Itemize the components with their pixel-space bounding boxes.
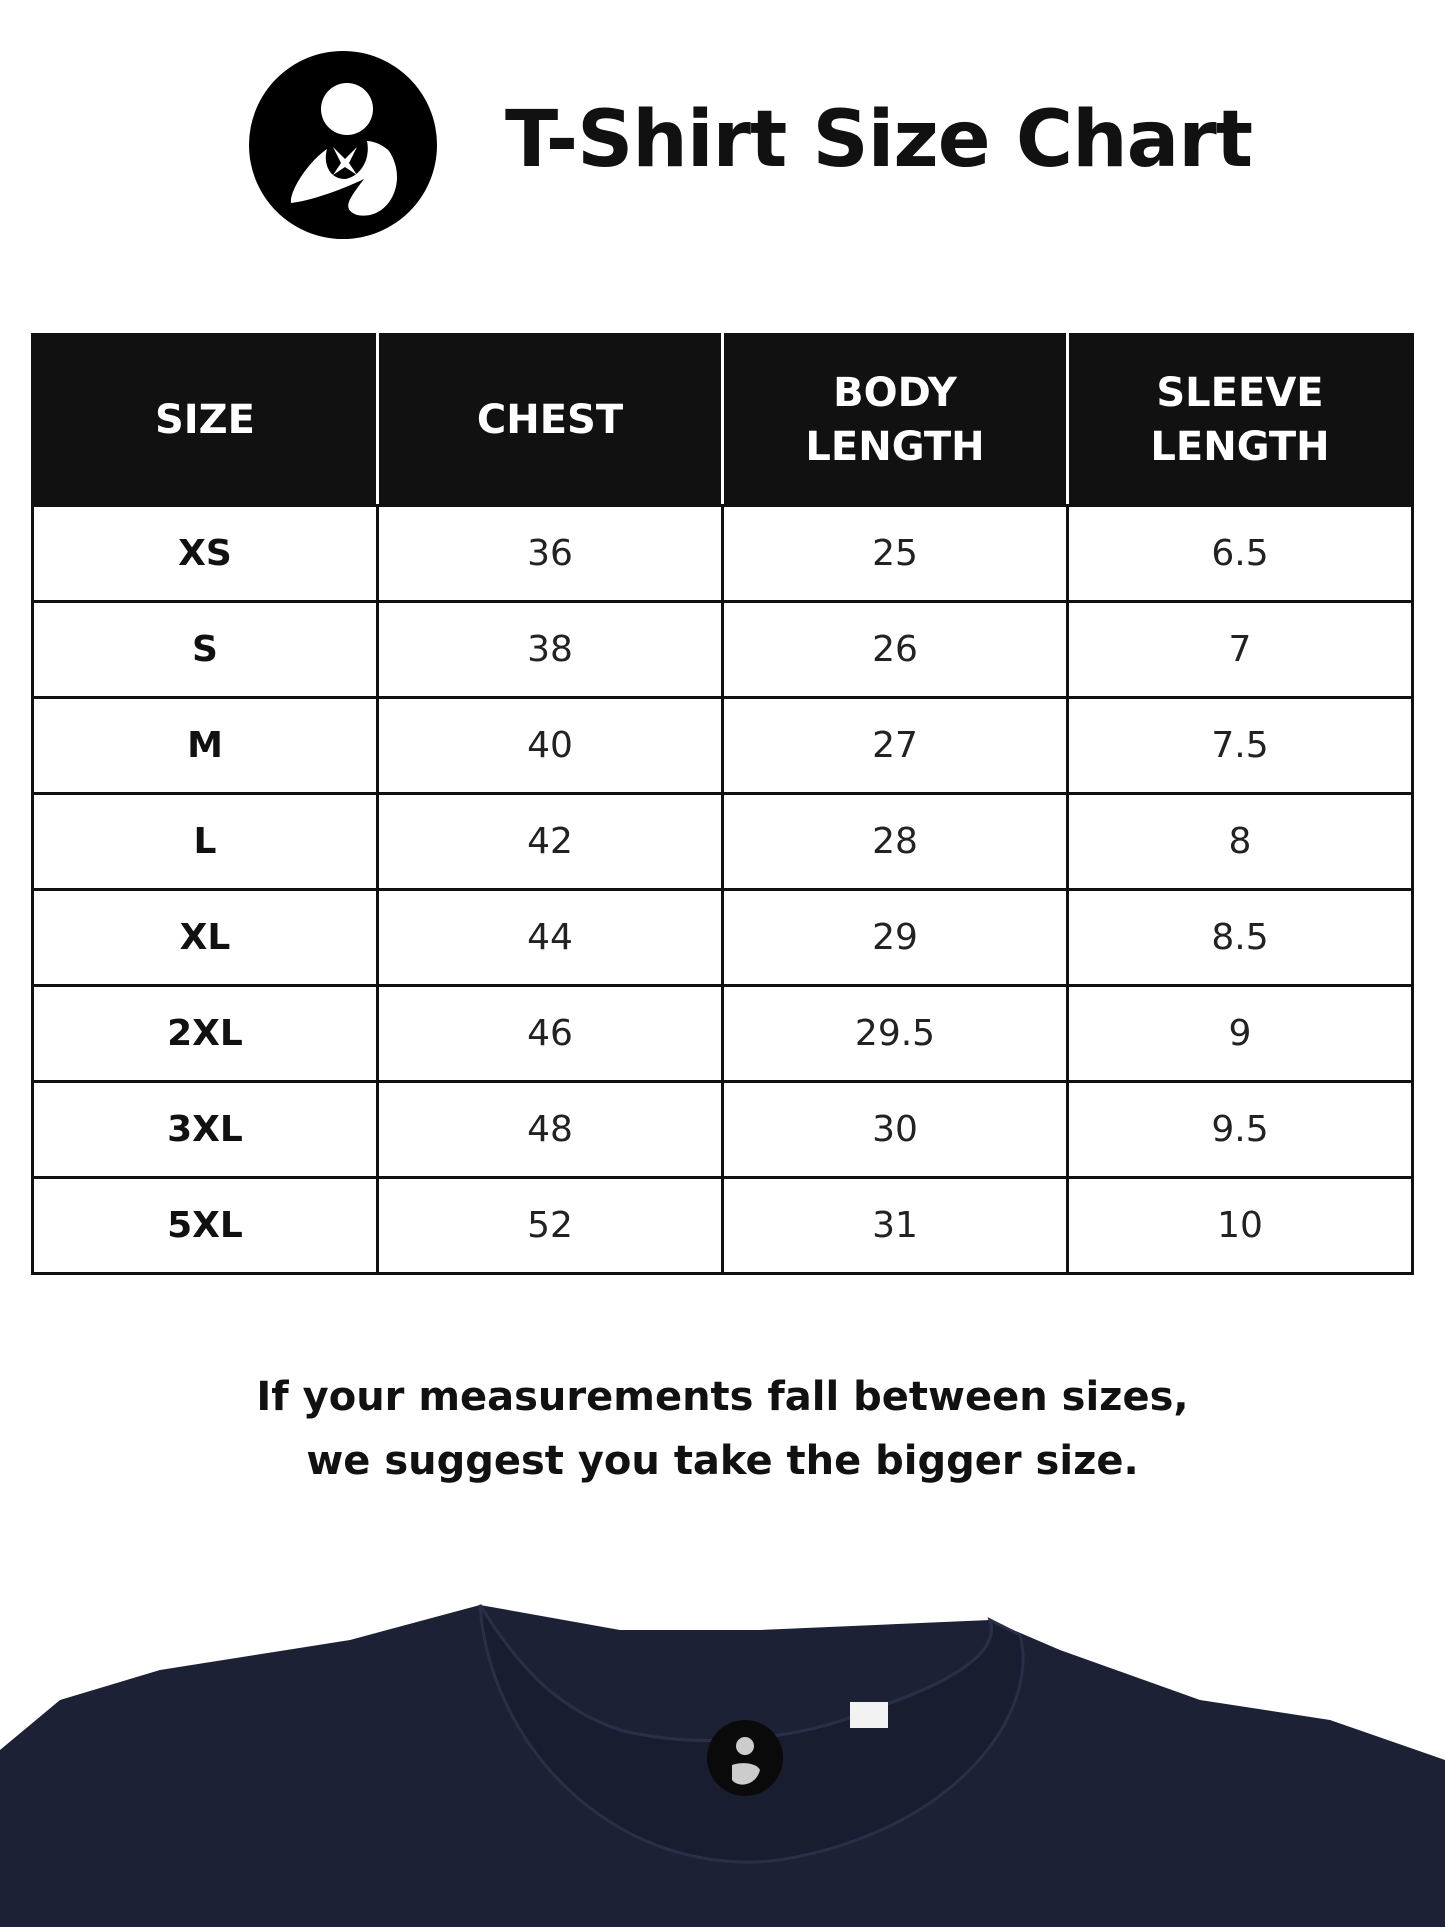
column-header: SLEEVE LENGTH xyxy=(1066,333,1414,507)
measurement-cell: 48 xyxy=(376,1080,724,1179)
table-row: 2XL 46 29.5 9 xyxy=(31,984,1414,1083)
measurement-cell: 8 xyxy=(1066,792,1414,891)
table-row: S 38 26 7 xyxy=(31,600,1414,699)
measurement-cell: 52 xyxy=(376,1176,724,1275)
column-header: CHEST xyxy=(376,333,724,507)
size-cell: M xyxy=(31,696,379,795)
measurement-cell: 44 xyxy=(376,888,724,987)
size-cell: XS xyxy=(31,504,379,603)
table-row: 3XL 48 30 9.5 xyxy=(31,1080,1414,1179)
size-cell: L xyxy=(31,792,379,891)
table-row: M 40 27 7.5 xyxy=(31,696,1414,795)
measurement-cell: 10 xyxy=(1066,1176,1414,1275)
measurement-cell: 25 xyxy=(721,504,1069,603)
size-cell: S xyxy=(31,600,379,699)
table-row: XL 44 29 8.5 xyxy=(31,888,1414,987)
table-header-row: SIZE CHEST BODY LENGTH SLEEVE LENGTH xyxy=(31,333,1414,507)
tshirt-image xyxy=(0,1604,1445,1927)
measurement-cell: 31 xyxy=(721,1176,1069,1275)
size-chart-table: SIZE CHEST BODY LENGTH SLEEVE LENGTH XS 36 25… xyxy=(31,333,1414,1275)
measurement-cell: 9.5 xyxy=(1066,1080,1414,1179)
table-row: XS 36 25 6.5 xyxy=(31,504,1414,603)
measurement-cell: 29 xyxy=(721,888,1069,987)
measurement-cell: 28 xyxy=(721,792,1069,891)
measurement-cell: 36 xyxy=(376,504,724,603)
measurement-cell: 9 xyxy=(1066,984,1414,1083)
measurement-cell: 26 xyxy=(721,600,1069,699)
measurement-cell: 40 xyxy=(376,696,724,795)
column-header: SIZE xyxy=(31,333,379,507)
size-advice-note: If your measurements fall between sizes,… xyxy=(0,1365,1445,1493)
measurement-cell: 29.5 xyxy=(721,984,1069,1083)
measurement-cell: 27 xyxy=(721,696,1069,795)
table-row: 5XL 52 31 10 xyxy=(31,1176,1414,1275)
size-cell: 5XL xyxy=(31,1176,379,1275)
column-header: BODY LENGTH xyxy=(721,333,1069,507)
size-cell: 2XL xyxy=(31,984,379,1083)
note-line-2: we suggest you take the bigger size. xyxy=(306,1438,1139,1484)
measurement-cell: 6.5 xyxy=(1066,504,1414,603)
measurement-cell: 38 xyxy=(376,600,724,699)
measurement-cell: 30 xyxy=(721,1080,1069,1179)
size-cell: 3XL xyxy=(31,1080,379,1179)
measurement-cell: 7.5 xyxy=(1066,696,1414,795)
brand-logo xyxy=(249,51,437,239)
measurement-cell: 8.5 xyxy=(1066,888,1414,987)
table-row: L 42 28 8 xyxy=(31,792,1414,891)
measurement-cell: 46 xyxy=(376,984,724,1083)
measurement-cell: 42 xyxy=(376,792,724,891)
note-line-1: If your measurements fall between sizes, xyxy=(256,1374,1189,1420)
size-cell: XL xyxy=(31,888,379,987)
page-title: T-Shirt Size Chart xyxy=(505,95,1253,185)
measurement-cell: 7 xyxy=(1066,600,1414,699)
